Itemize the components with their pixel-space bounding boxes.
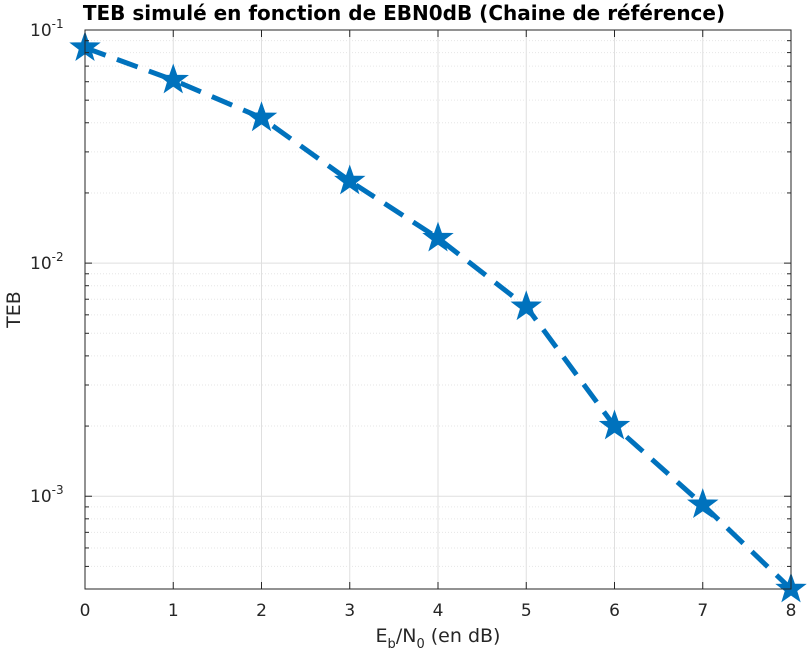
x-axis-title-sub-b: b: [388, 637, 396, 652]
data-point-star: [334, 164, 366, 195]
x-tick-label: 7: [697, 601, 708, 621]
x-tick-label: 0: [80, 601, 91, 621]
data-point-star: [687, 488, 719, 519]
data-point-star: [598, 409, 631, 440]
x-axis-title-sub-0: 0: [416, 637, 424, 652]
x-tick-label: 2: [256, 601, 267, 621]
x-axis-title: Eb/N0 (en dB): [376, 625, 501, 652]
x-tick-label: 6: [609, 601, 620, 621]
y-tick-exponent: -2: [52, 250, 64, 264]
y-tick-label: 10-2: [30, 250, 64, 274]
y-tick-exponent: -3: [52, 483, 64, 497]
x-axis-title-rest: (en dB): [425, 625, 501, 647]
grid: [85, 30, 791, 590]
ticks: 0 1 2 3 4 5 6 7 810-110-210-3: [30, 17, 796, 621]
y-tick-base: 10: [30, 487, 52, 507]
y-tick-label: 10-1: [30, 17, 64, 41]
data-point-star: [157, 63, 189, 94]
data-point-star: [422, 221, 454, 252]
y-tick-base: 10: [30, 254, 52, 274]
x-tick-label: 8: [786, 601, 797, 621]
y-tick-exponent: -1: [52, 17, 64, 31]
x-tick-label: 4: [433, 601, 444, 621]
y-axis-title: TEB: [3, 291, 25, 329]
x-tick-label: 3: [344, 601, 355, 621]
x-tick-label: 5: [521, 601, 532, 621]
y-tick-base: 10: [30, 21, 52, 41]
data-point-star: [245, 101, 278, 132]
x-axis-title-n: /N: [396, 625, 417, 647]
x-axis-title-e: E: [376, 625, 388, 647]
y-tick-label: 10-3: [30, 483, 64, 507]
x-tick-label: 1: [168, 601, 179, 621]
data-point-star: [510, 290, 542, 321]
chart-title: TEB simulé en fonction de EBN0dB (Chaine…: [83, 1, 725, 25]
